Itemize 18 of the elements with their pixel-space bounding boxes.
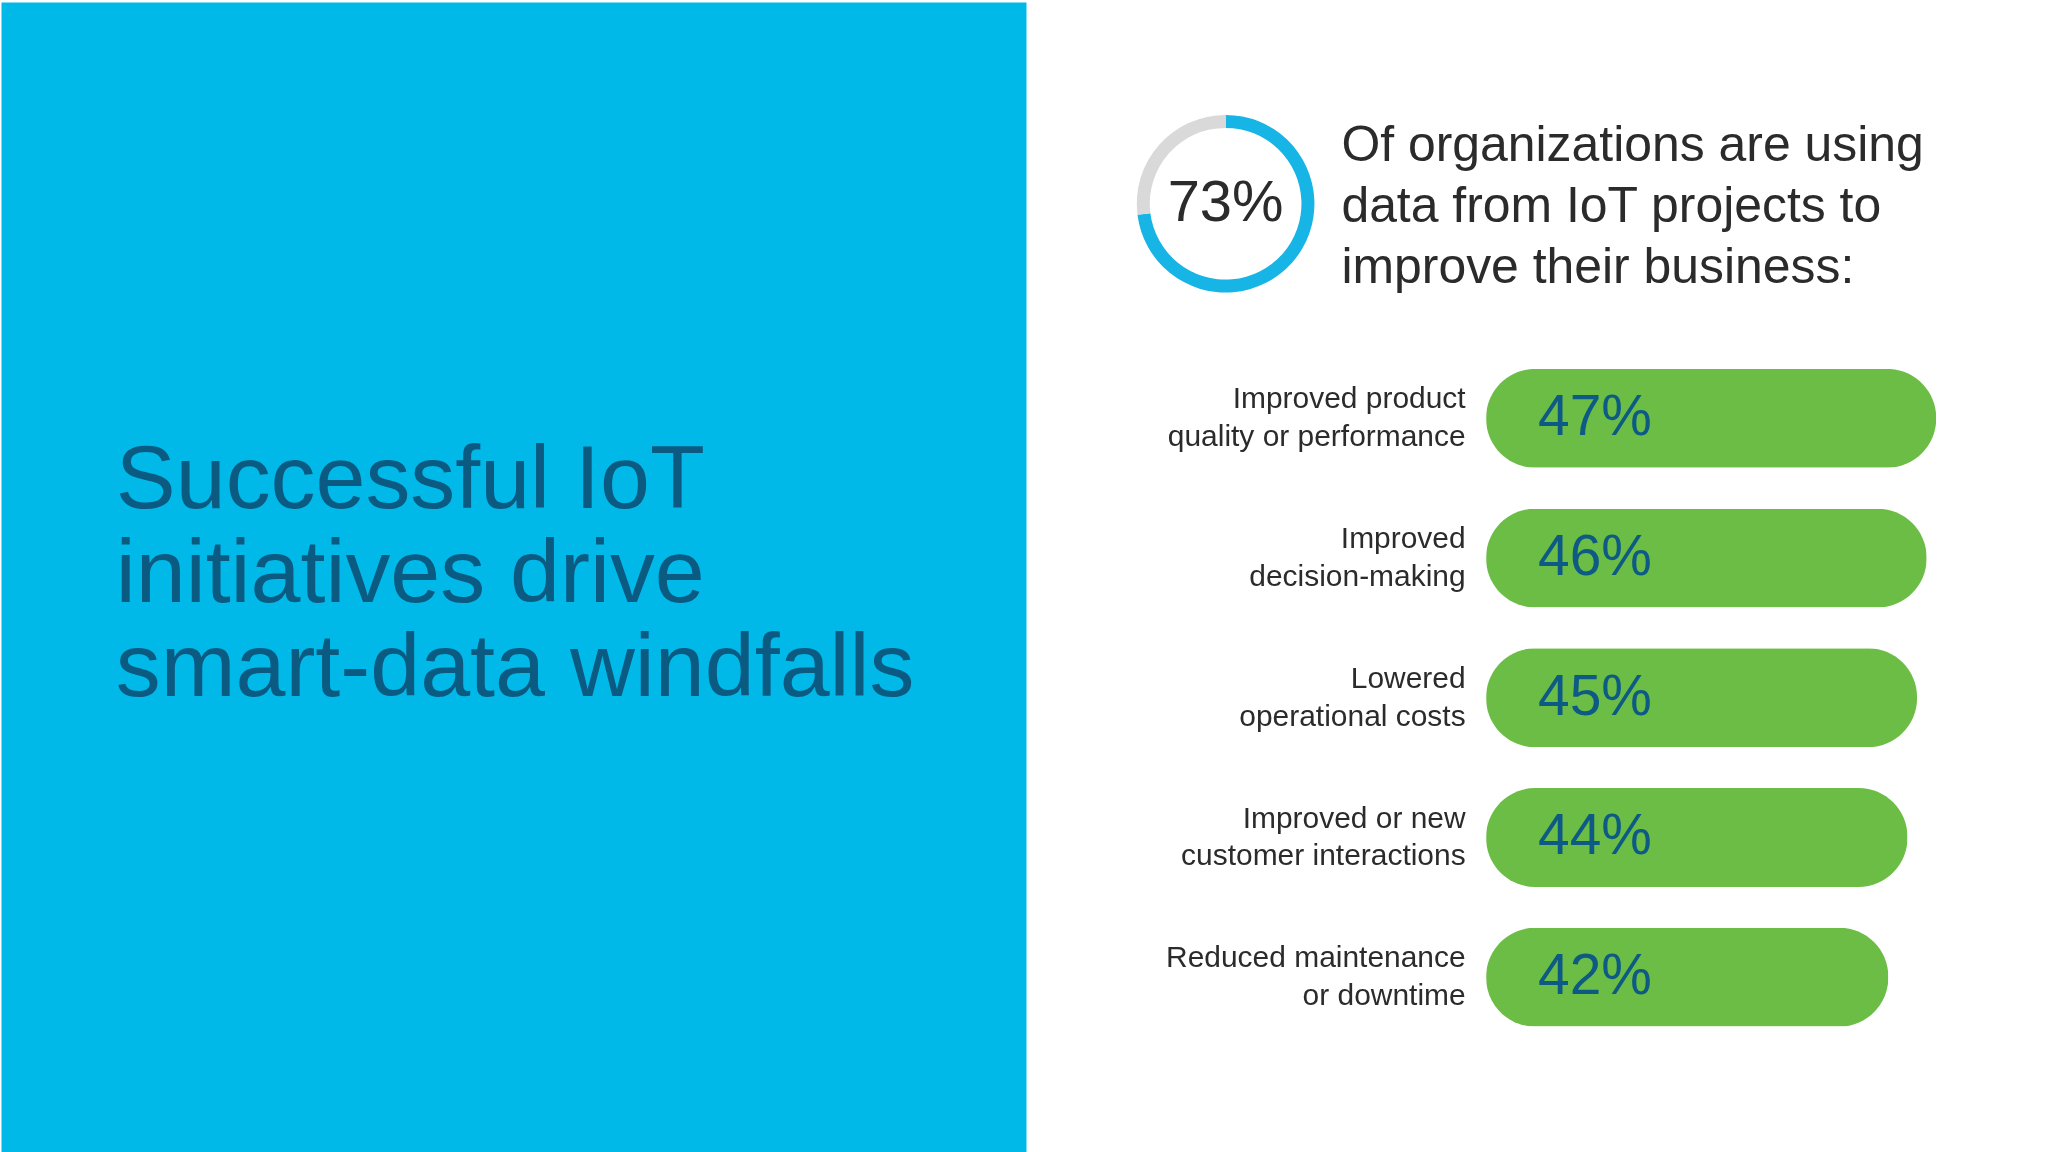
- data-label: 46%: [1538, 524, 1652, 587]
- y-tick-label: Reduced maintenance or downtime: [1166, 940, 1466, 1012]
- bar: [1486, 648, 1918, 748]
- bar: [1486, 368, 1937, 468]
- data-label: 47%: [1538, 384, 1652, 448]
- text: Successful IoT initiatives drive smart-data windfalls: [115, 427, 915, 715]
- text: Of organizations are using data from IoT projects to improve their business:: [1341, 115, 1924, 294]
- y-tick-label: Improved decision-making: [1249, 521, 1466, 592]
- data-label: 42%: [1538, 943, 1652, 1007]
- donut-slice: [1137, 114, 1315, 293]
- bar: [1486, 788, 1908, 887]
- data-label: 73%: [1167, 168, 1284, 233]
- bar: [1486, 508, 1927, 608]
- y-tick-label: Improved product quality or performance: [1167, 381, 1467, 453]
- data-label: 44%: [1538, 803, 1652, 867]
- data-label: 45%: [1538, 663, 1652, 727]
- y-tick-label: Improved or new customer interactions: [1181, 800, 1467, 872]
- y-tick-label: Lowered operational costs: [1239, 660, 1466, 732]
